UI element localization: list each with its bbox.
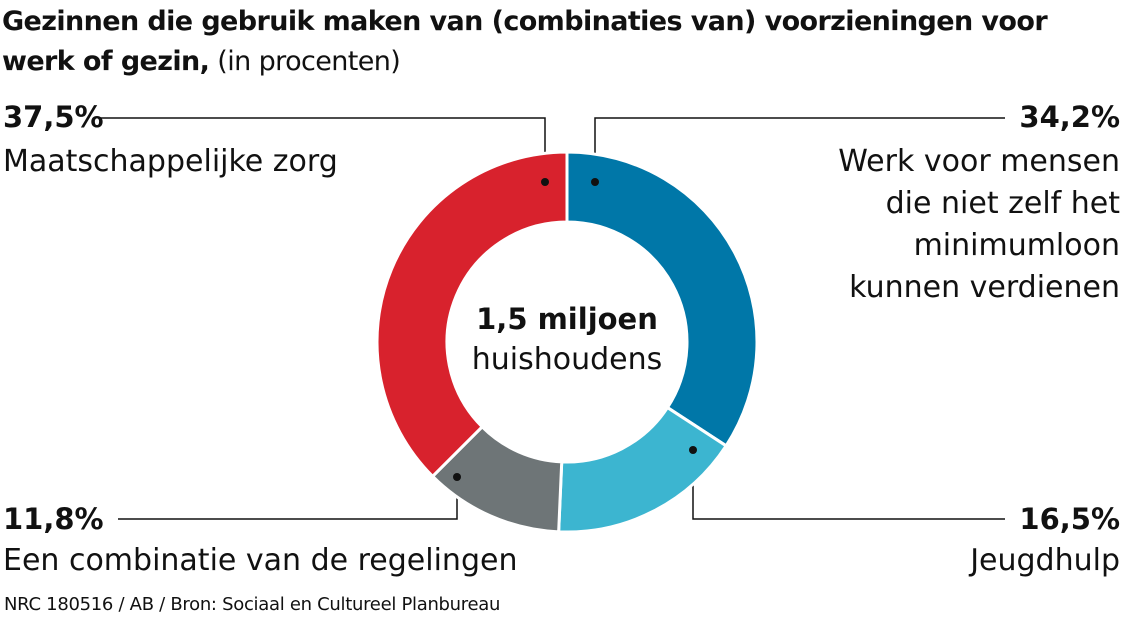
- value-label: 16,5%: [1019, 502, 1120, 536]
- leader-dots: [453, 178, 697, 481]
- subtitle: (in procenten): [217, 46, 401, 77]
- donut-segment: [565, 150, 759, 448]
- category-label: Jeugdhulp: [970, 543, 1120, 578]
- leader-dot: [541, 178, 549, 186]
- value-label: 34,2%: [1019, 100, 1120, 134]
- category-label: Werk voor mensen die niet zelf het minim…: [838, 144, 1120, 305]
- value-label: 37,5%: [3, 100, 104, 134]
- leader-line: [692, 450, 1005, 520]
- center-sublabel: huishoudens: [471, 342, 663, 377]
- title: Gezinnen die gebruik maken van (combinat…: [2, 2, 1126, 82]
- leader-dot: [591, 178, 599, 186]
- category-label: Maatschappelijke zorg: [3, 144, 338, 179]
- segments: [375, 150, 759, 534]
- category-label: Een combinatie van de regelingen: [3, 543, 518, 578]
- title-text: Gezinnen die gebruik maken van (combinat…: [2, 6, 1048, 77]
- source: NRC 180516 / AB / Bron: Sociaal en Cultu…: [4, 594, 501, 615]
- leader-dot: [453, 473, 461, 481]
- value-label: 11,8%: [3, 502, 104, 536]
- leader-line: [118, 477, 458, 520]
- donut-segment: [375, 150, 569, 479]
- leader-dot: [689, 446, 697, 454]
- center-label: 1,5 miljoen: [476, 302, 658, 336]
